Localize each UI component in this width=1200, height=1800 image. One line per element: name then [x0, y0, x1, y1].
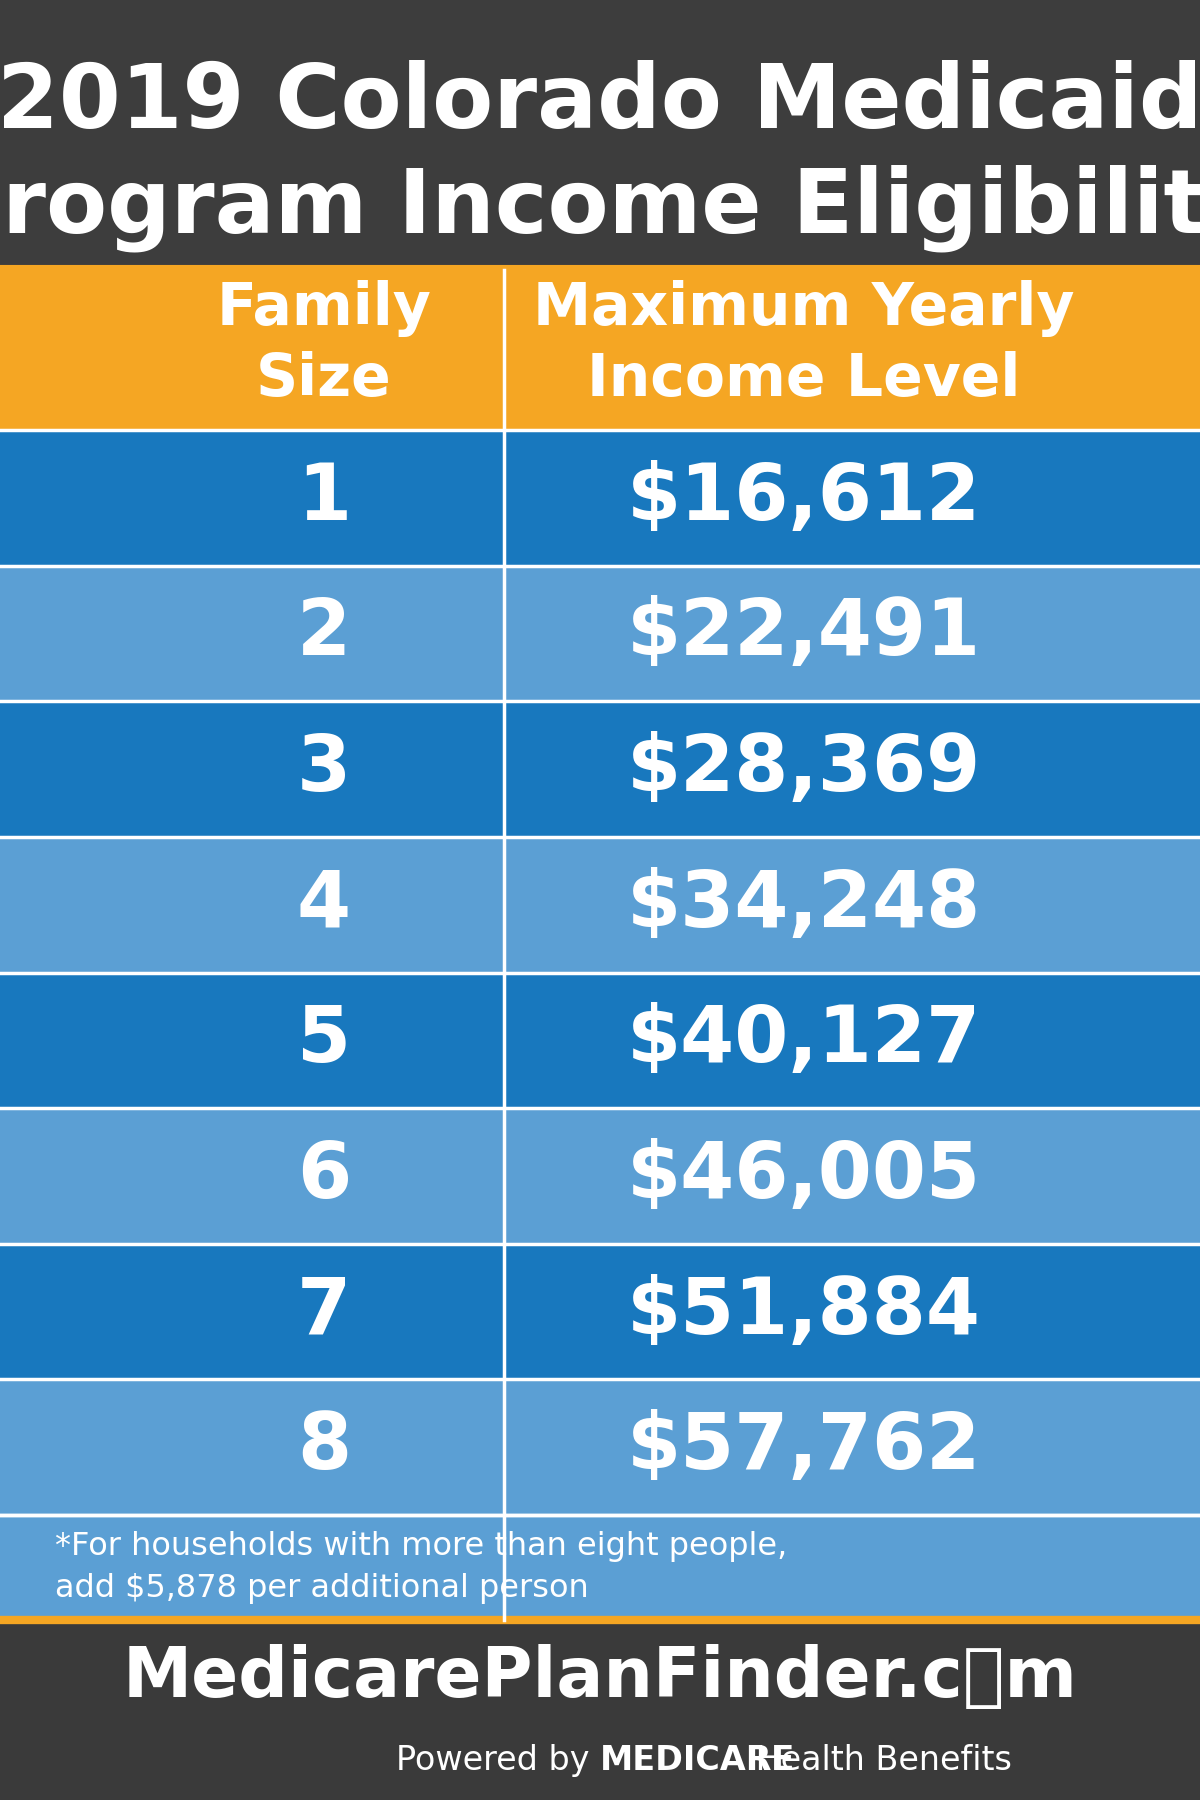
Bar	[0, 1244, 1200, 1379]
Text: $22,491: $22,491	[626, 596, 982, 671]
Text: $51,884: $51,884	[628, 1274, 982, 1350]
Text: 6: 6	[296, 1138, 352, 1213]
Text: *For households with more than eight people,
add $5,878 per additional person: *For households with more than eight peo…	[55, 1530, 787, 1604]
Text: 4: 4	[296, 866, 352, 943]
Text: MedicarePlanFinder.cⓄm: MedicarePlanFinder.cⓄm	[122, 1643, 1078, 1712]
Text: Program Income Eligibility: Program Income Eligibility	[0, 166, 1200, 252]
Text: Powered by: Powered by	[396, 1744, 600, 1777]
Bar	[0, 972, 1200, 1109]
Bar	[0, 1379, 1200, 1516]
Text: 2019 Colorado Medicaid: 2019 Colorado Medicaid	[0, 59, 1200, 148]
Bar	[0, 837, 1200, 972]
Text: Family
Size: Family Size	[217, 281, 431, 409]
Text: 7: 7	[296, 1274, 352, 1350]
Bar	[0, 1109, 1200, 1244]
Text: 2: 2	[296, 596, 352, 671]
Text: $34,248: $34,248	[626, 866, 982, 943]
Text: $16,612: $16,612	[626, 459, 982, 536]
Text: 1: 1	[296, 459, 352, 536]
Bar	[0, 1620, 1200, 1800]
Bar	[0, 702, 1200, 837]
Text: 3: 3	[296, 731, 352, 806]
Text: $46,005: $46,005	[628, 1138, 982, 1213]
Text: MEDICARE: MEDICARE	[600, 1744, 796, 1777]
Bar	[0, 270, 1200, 1620]
Bar	[0, 270, 1200, 430]
Text: 8: 8	[296, 1409, 352, 1485]
Text: Maximum Yearly
Income Level: Maximum Yearly Income Level	[533, 281, 1075, 409]
Text: $28,369: $28,369	[626, 731, 982, 806]
Text: $57,762: $57,762	[626, 1409, 982, 1485]
Bar	[0, 565, 1200, 702]
Text: 5: 5	[298, 1003, 352, 1078]
Bar	[0, 0, 1200, 270]
Text: Health Benefits: Health Benefits	[745, 1744, 1012, 1777]
Bar	[0, 430, 1200, 565]
Text: $40,127: $40,127	[626, 1003, 982, 1078]
Bar	[0, 1516, 1200, 1620]
